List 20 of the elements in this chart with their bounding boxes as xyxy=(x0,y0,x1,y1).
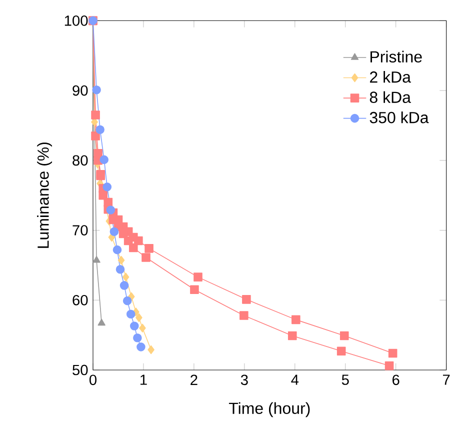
y-tick-label: 100 xyxy=(64,15,88,26)
y-tick-label: 90 xyxy=(72,85,88,96)
x-tick-label: 0 xyxy=(89,374,96,386)
y-tick-label: 60 xyxy=(72,294,88,306)
y-tick-label: 80 xyxy=(72,155,88,166)
y-tick-label: 70 xyxy=(72,225,88,236)
legend-label: Pristine xyxy=(370,50,422,62)
x-tick-label: 4 xyxy=(291,374,299,385)
x-tick-label: 3 xyxy=(240,374,248,386)
y-tick-label: 50 xyxy=(72,364,88,376)
x-tick-label: 5 xyxy=(342,374,349,385)
x-tick-label: 6 xyxy=(392,374,400,386)
x-tick-label: 2 xyxy=(190,374,198,385)
x-tick-label: 1 xyxy=(140,374,147,385)
x-tick-label: 7 xyxy=(443,374,450,385)
legend-label: 350 kDa xyxy=(370,112,429,124)
legend-label: 8 kDa xyxy=(370,91,411,103)
y-axis-title: Luminance (%) xyxy=(37,142,52,248)
x-axis-title: Time (hour) xyxy=(228,402,310,418)
legend-label: 2 kDa xyxy=(370,70,411,83)
